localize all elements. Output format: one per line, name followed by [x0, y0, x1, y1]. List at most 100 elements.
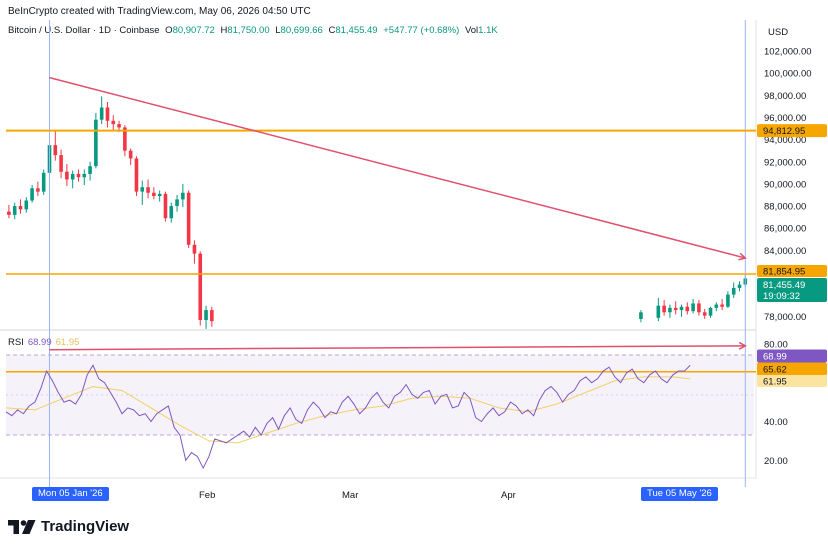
candle-body: [731, 287, 736, 295]
chart-credit: BeInCrypto created with TradingView.com,…: [8, 6, 311, 17]
candle-body: [198, 253, 203, 321]
candle-body: [691, 303, 695, 312]
last-price-tag-bg: [757, 278, 827, 303]
support-price-tag: 81,854.95: [763, 267, 805, 278]
resistance-price-tag-bg: [757, 124, 827, 138]
price-tick-label: 102,000.00: [764, 47, 812, 58]
volume-label: Vol: [464, 25, 479, 36]
rsi-tick-label: 80.00: [764, 339, 788, 350]
month-label-apr: Apr: [501, 490, 516, 501]
candle-body: [169, 206, 174, 219]
tradingview-logo-icon: [8, 519, 36, 534]
candle-body: [152, 192, 156, 197]
candle-body: [656, 305, 661, 318]
candle-body: [163, 193, 168, 219]
candle-body: [70, 173, 75, 180]
candle-body: [41, 172, 46, 192]
price-tick-label: 98,000.00: [764, 91, 806, 102]
rsi-ma-tag-bg: [757, 375, 827, 387]
price-tick-label: 86,000.00: [764, 224, 806, 235]
month-label-feb: Feb: [199, 490, 216, 501]
candle-body: [685, 306, 690, 312]
candle-body: [88, 166, 92, 174]
candle-body: [30, 188, 34, 201]
support-price-tag-bg: [757, 265, 827, 278]
price-tick-label: 94,000.00: [764, 135, 806, 146]
candle-body: [679, 306, 684, 311]
rsi-level-tag-bg: [757, 362, 827, 376]
price-trendline-arrow: [738, 252, 747, 261]
rsi-ma-value: 61.95: [55, 337, 80, 348]
rsi-tick-label: 20.00: [764, 456, 788, 467]
rsi-ma-line: [5, 376, 691, 444]
candle-body: [714, 304, 719, 308]
rsi-legend: RSI 68.99 61.95: [8, 337, 79, 348]
resistance-price-tag: 94,812.95: [763, 126, 805, 137]
price-tick-label: 90,000.00: [764, 179, 806, 190]
candle-body: [146, 187, 150, 193]
price-tick-label: 88,000.00: [764, 202, 806, 213]
currency-label: USD: [768, 27, 789, 38]
candle-body: [140, 187, 145, 192]
candle-body: [673, 307, 678, 311]
close-value: 81,455.49: [335, 25, 378, 36]
countdown-tag: 19:09:32: [763, 291, 800, 302]
candle-body: [192, 244, 197, 254]
candle-body: [105, 107, 110, 121]
candle-body: [59, 155, 63, 172]
volume-value: 1.1K: [478, 25, 498, 36]
candle-body: [639, 312, 643, 319]
candle-body: [99, 107, 104, 120]
candle-body: [128, 150, 133, 159]
end-date-pill: Tue 05 May '26: [641, 487, 718, 501]
candle-body: [24, 200, 29, 210]
candle-body: [726, 294, 730, 307]
candle-body: [662, 305, 666, 313]
high-label: H: [220, 25, 228, 36]
price-trendline: [49, 76, 746, 259]
rsi-tick-label: 40.00: [764, 417, 788, 428]
candle-body: [65, 171, 69, 180]
last-price-tag: 81,455.49: [763, 280, 805, 291]
low-value: 80,699.66: [280, 25, 323, 36]
low-label: L: [275, 25, 281, 36]
open-label: O: [165, 25, 173, 36]
candle-body: [181, 192, 185, 200]
high-value: 81,750.00: [227, 25, 270, 36]
candle-body: [157, 193, 162, 197]
price-tick-label: 84,000.00: [764, 246, 806, 257]
price-tick-label: 100,000.00: [764, 69, 812, 80]
tradingview-brand: TradingView: [8, 518, 129, 535]
candle-body: [175, 199, 179, 207]
ohlc-legend: Bitcoin / U.S. Dollar · 1D · Coinbase O8…: [8, 25, 498, 36]
candle-body: [111, 120, 116, 125]
rsi-value-tag-bg: [757, 349, 827, 363]
candle-body: [702, 312, 707, 316]
open-value: 80,907.72: [172, 25, 215, 36]
candle-body: [708, 307, 713, 316]
rsi-line: [5, 364, 691, 470]
price-tick-label: 78,000.00: [764, 312, 806, 323]
rsi-label: RSI: [8, 337, 24, 348]
symbol-label: Bitcoin / U.S. Dollar · 1D · Coinbase: [8, 25, 160, 36]
rsi-level-tag: 65.62: [763, 365, 787, 376]
candle-body: [134, 158, 139, 192]
rsi-band: [6, 355, 754, 435]
change-value: +547.77 (+0.68%): [383, 25, 460, 36]
rsi-value-tag: 68.99: [763, 352, 787, 363]
candle-body: [210, 310, 214, 322]
rsi-value: 68.99: [27, 337, 52, 348]
candle-body: [186, 192, 191, 245]
start-date-pill: Mon 05 Jan '26: [32, 487, 109, 501]
rsi-ma-tag: 61.95: [763, 377, 787, 388]
candle-body: [123, 127, 127, 151]
candle-body: [53, 145, 58, 156]
close-label: C: [328, 25, 336, 36]
candle-body: [697, 303, 701, 313]
month-label-mar: Mar: [342, 490, 359, 501]
brand-name: TradingView: [41, 518, 130, 535]
candle-body: [117, 124, 121, 128]
candle-body: [36, 188, 40, 192]
price-tick-label: 96,000.00: [764, 113, 806, 124]
